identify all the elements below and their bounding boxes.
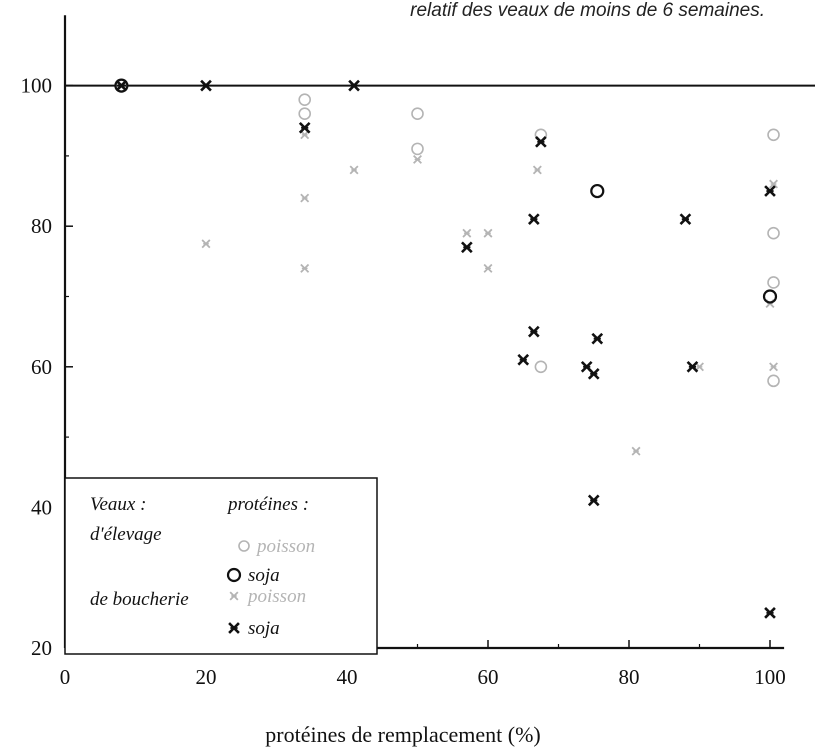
data-point-cross: [483, 228, 493, 238]
legend-marker-elevage-poisson: [238, 540, 250, 552]
data-point-cross: [300, 130, 310, 140]
data-point-cross: [413, 154, 422, 164]
data-point-circle: [590, 183, 605, 199]
legend-cross-dark-glyph: [228, 622, 240, 634]
legend-group-elevage: d'élevage: [90, 524, 162, 545]
x-tick-label: 60: [478, 665, 499, 689]
data-point-circle: [298, 107, 312, 121]
legend-label-boucherie-poisson: poisson: [246, 586, 306, 607]
chart-subtitle: relatif des veaux de moins de 6 semaines…: [410, 0, 765, 21]
data-point-cross: [300, 193, 310, 203]
x-tick-label: 20: [196, 665, 217, 689]
data-point-cross: [349, 165, 359, 175]
legend-label-elevage-poisson: poisson: [255, 536, 315, 557]
data-point-cross: [200, 79, 212, 92]
x-tick-label: 0: [60, 665, 71, 689]
x-tick-label: 100: [754, 665, 786, 689]
data-point-cross: [298, 121, 311, 134]
data-point-circle: [411, 142, 424, 156]
data-point-circle: [411, 107, 424, 121]
legend-box: [64, 477, 378, 655]
data-point-circle: [298, 93, 312, 106]
data-point-cross: [587, 494, 600, 507]
data-point-circle: [767, 276, 780, 289]
legend-heading-proteines: protéines :: [226, 494, 309, 515]
x-axis-label: protéines de remplacement (%): [265, 722, 540, 747]
data-point-cross: [769, 179, 778, 189]
x-tick-label: 40: [337, 665, 358, 689]
legend-cross-light-glyph: [229, 591, 239, 601]
legend-group-boucherie: de boucherie: [90, 589, 189, 610]
data-point-cross: [527, 213, 540, 226]
y-tick-label: 40: [31, 495, 52, 519]
data-point-cross: [462, 228, 472, 238]
y-tick-label: 60: [31, 355, 52, 379]
data-point-circle: [114, 78, 129, 93]
data-point-cross: [764, 185, 776, 197]
legend-heading-veaux: Veaux :: [90, 494, 146, 515]
legend-label-elevage-soja: soja: [248, 565, 280, 586]
data-point-cross: [769, 362, 778, 372]
data-point-circle: [767, 128, 780, 142]
y-tick-label: 80: [31, 214, 52, 238]
data-point-cross: [517, 353, 530, 366]
data-point-cross: [483, 263, 493, 273]
data-point-cross: [535, 136, 547, 148]
data-point-circle: [767, 374, 780, 388]
data-point-cross: [300, 263, 310, 273]
data-points: [114, 78, 780, 619]
data-point-cross: [764, 607, 776, 619]
data-point-cross: [631, 446, 641, 456]
data-point-cross: [591, 332, 604, 345]
x-tick-label: 80: [619, 665, 640, 689]
data-point-cross: [686, 360, 699, 373]
data-point-cross: [695, 362, 704, 372]
data-point-cross: [527, 325, 540, 338]
data-point-cross: [115, 79, 128, 92]
legend-marker-elevage-soja: [226, 567, 242, 583]
data-point-cross: [679, 213, 692, 226]
legend-marker-boucherie-poisson: [229, 591, 239, 601]
legend: Veaux : protéines : d'élevage de boucher…: [64, 477, 378, 655]
y-tick-label: 20: [31, 636, 52, 660]
data-point-circle: [767, 226, 780, 240]
data-point-cross: [587, 367, 600, 380]
data-point-circle: [534, 360, 548, 374]
data-point-cross: [348, 79, 360, 92]
data-point-circle: [762, 289, 778, 304]
legend-label-boucherie-soja: soja: [248, 618, 280, 639]
legend-marker-boucherie-soja: [228, 622, 240, 634]
data-point-cross: [201, 239, 211, 249]
data-point-cross: [532, 165, 542, 175]
data-point-cross: [461, 241, 473, 254]
y-tick-label: 100: [21, 74, 53, 98]
